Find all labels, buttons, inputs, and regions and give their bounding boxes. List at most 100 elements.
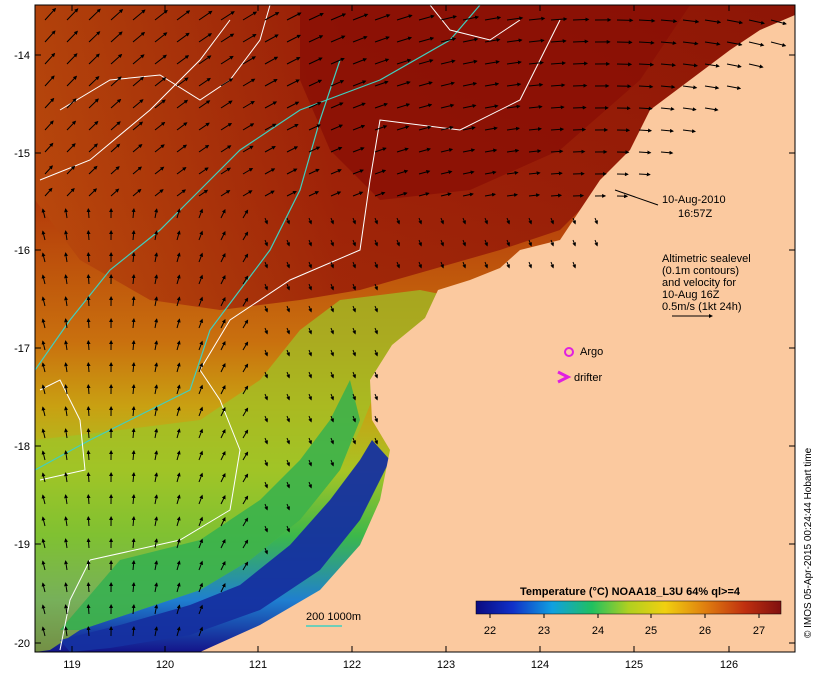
velocity-arrow xyxy=(264,327,268,335)
velocity-arrow xyxy=(64,406,69,417)
velocity-arrow xyxy=(528,171,541,176)
velocity-arrow xyxy=(198,252,204,263)
velocity-arrow xyxy=(440,59,456,65)
velocity-arrow xyxy=(220,145,232,153)
velocity-arrow xyxy=(330,35,346,43)
velocity-arrow xyxy=(572,261,576,269)
velocity-arrow xyxy=(374,191,386,197)
velocity-arrow xyxy=(638,40,655,45)
velocity-arrow xyxy=(41,516,46,527)
velocity-arrow xyxy=(638,150,652,155)
velocity-arrow xyxy=(86,450,91,461)
velocity-arrow xyxy=(154,166,165,175)
velocity-arrow xyxy=(352,261,356,269)
velocity-arrow xyxy=(550,261,554,269)
velocity-arrow xyxy=(132,99,144,109)
velocity-arrow xyxy=(484,217,488,225)
velocity-arrow xyxy=(264,146,276,153)
velocity-arrow xyxy=(726,41,743,47)
velocity-arrow xyxy=(528,38,545,43)
velocity-arrow xyxy=(44,75,55,87)
velocity-arrow xyxy=(220,407,226,417)
velocity-arrow xyxy=(154,274,159,285)
velocity-arrow xyxy=(88,120,99,131)
velocity-arrow xyxy=(704,41,721,46)
velocity-arrow xyxy=(242,363,249,373)
velocity-arrow xyxy=(264,503,268,511)
velocity-arrow xyxy=(86,318,91,329)
velocity-arrow xyxy=(572,105,587,110)
velocity-arrow xyxy=(374,147,387,153)
velocity-arrow xyxy=(154,318,159,329)
velocity-arrow xyxy=(131,582,136,593)
velocity-arrow xyxy=(64,252,69,263)
argo-icon xyxy=(564,347,574,357)
velocity-arrow xyxy=(264,12,280,21)
velocity-arrow xyxy=(86,362,91,373)
velocity-arrow xyxy=(528,82,544,87)
velocity-arrow xyxy=(64,318,69,329)
velocity-arrow xyxy=(352,35,368,43)
velocity-arrow xyxy=(86,384,91,395)
velocity-arrow xyxy=(572,17,590,22)
velocity-arrow xyxy=(242,407,249,417)
velocity-arrow xyxy=(418,103,433,109)
velocity-arrow xyxy=(242,429,249,439)
velocity-arrow xyxy=(308,102,322,109)
velocity-arrow xyxy=(330,305,334,313)
velocity-arrow xyxy=(418,147,431,153)
velocity-arrow xyxy=(242,167,254,175)
velocity-arrow xyxy=(220,275,226,285)
velocity-arrow xyxy=(572,149,586,154)
altimetry-line-5: 0.5m/s (1kt 24h) xyxy=(662,301,741,313)
lon-tick-label: 122 xyxy=(343,659,361,671)
velocity-arrow xyxy=(220,495,226,505)
velocity-arrow xyxy=(308,35,324,43)
altimetry-note: Altimetric sealevel (0.1m contours) and … xyxy=(662,253,751,318)
velocity-arrow xyxy=(86,406,91,417)
velocity-arrow xyxy=(396,80,411,87)
velocity-arrow xyxy=(176,230,181,241)
velocity-arrow xyxy=(220,100,233,109)
velocity-arrow xyxy=(286,261,290,269)
velocity-arrow xyxy=(330,191,342,197)
drifter-label: drifter xyxy=(574,372,602,384)
velocity-arrow xyxy=(330,415,334,423)
lon-tick-label: 125 xyxy=(625,659,643,671)
velocity-arrow xyxy=(726,85,742,90)
velocity-arrow xyxy=(110,76,122,87)
velocity-arrow xyxy=(528,16,546,21)
velocity-arrow xyxy=(286,459,290,467)
velocity-arrow xyxy=(176,340,181,351)
depth-contour-label: 200 1000m xyxy=(306,611,361,623)
lat-tick-label: -15 xyxy=(14,148,30,160)
velocity-arrow xyxy=(242,11,258,21)
velocity-arrow xyxy=(242,473,249,483)
velocity-arrow xyxy=(726,63,742,69)
velocity-arrow xyxy=(330,437,334,445)
velocity-arrow xyxy=(176,144,188,153)
velocity-arrow xyxy=(682,41,699,46)
velocity-arrow xyxy=(176,582,181,593)
velocity-arrow xyxy=(198,230,204,241)
velocity-arrow xyxy=(154,99,166,109)
velocity-arrow xyxy=(374,217,378,225)
velocity-arrow xyxy=(86,428,91,439)
velocity-arrow xyxy=(374,239,378,247)
velocity-arrow xyxy=(484,15,502,21)
velocity-arrow xyxy=(132,188,142,197)
velocity-arrow xyxy=(64,384,69,395)
velocity-arrow xyxy=(638,84,654,89)
velocity-arrow xyxy=(682,19,700,24)
velocity-arrow xyxy=(242,231,249,241)
velocity-arrow xyxy=(86,208,91,219)
colorbar-ticks: 22 23 24 25 26 27 xyxy=(484,614,765,637)
velocity-arrow xyxy=(286,101,300,109)
velocity-arrow xyxy=(550,239,554,247)
velocity-arrow xyxy=(41,472,46,483)
velocity-arrow xyxy=(418,192,430,197)
velocity-arrow xyxy=(308,57,323,65)
velocity-arrow xyxy=(264,415,268,423)
velocity-arrow xyxy=(41,406,46,417)
velocity-arrow xyxy=(660,128,674,133)
